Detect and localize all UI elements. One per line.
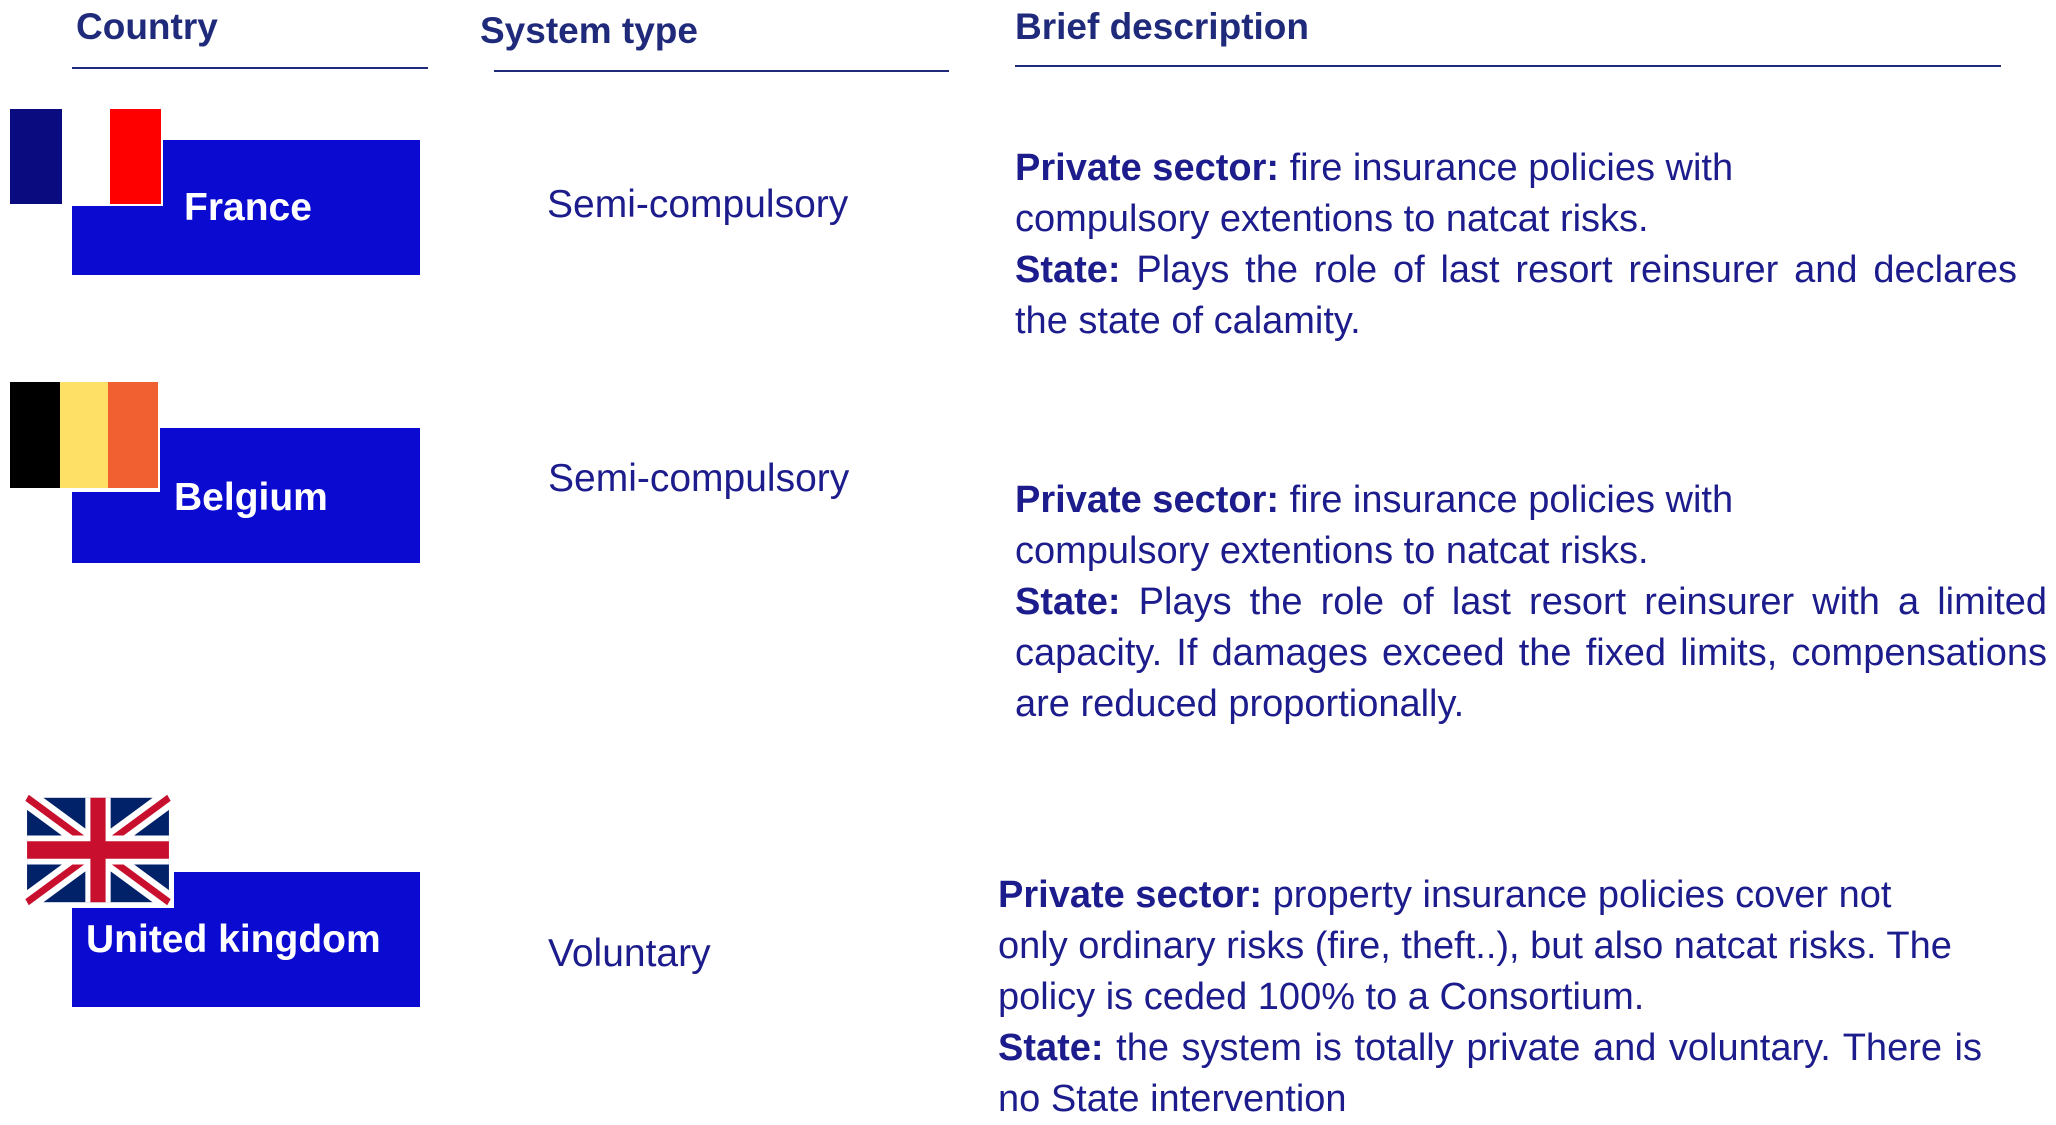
label: Private sector: [998,874,1263,916]
flag-france [8,106,163,206]
description-line: State: Plays the role of last resort rei… [1015,245,2017,347]
label: Private sector: [1015,479,1280,521]
description: Private sector: fire insurance policies … [1015,143,2017,347]
description: Private sector: property insurance polic… [998,870,1982,1125]
label: State: [1015,249,1121,291]
text: property insurance policies cover not on… [998,874,1952,1018]
country-name: United kingdom [86,918,381,961]
header-system-type: System type [480,10,698,51]
header-rule [494,70,949,72]
description: Private sector: fire insurance policies … [1015,475,2047,730]
label: State: [998,1027,1104,1069]
description-line: State: Plays the role of last resort rei… [1015,577,2047,730]
header-description: Brief description [1015,6,1309,47]
header-rule [1015,65,2001,67]
flag-uk [22,792,174,908]
label: State: [1015,581,1121,623]
header-country: Country [76,6,218,47]
country-name: France [184,186,312,229]
text: fire insurance policies with compulsory … [1015,147,1734,240]
text: Plays the role of last resort reinsurer … [1015,249,2017,342]
text: fire insurance policies with compulsory … [1015,479,1734,572]
description-line: Private sector: property insurance polic… [998,870,1958,1023]
system-type: Voluntary [548,932,711,975]
flag-belgium [8,380,160,492]
label: Private sector: [1015,147,1280,189]
description-line: Private sector: fire insurance policies … [1015,475,1845,577]
text: Plays the role of last resort reinsurer … [1015,581,2047,725]
header-rule [72,67,428,69]
text: the system is totally private and volunt… [998,1027,1983,1120]
description-line: State: the system is totally private and… [998,1023,1982,1125]
description-line: Private sector: fire insurance policies … [1015,143,1845,245]
system-type: Semi-compulsory [548,457,850,500]
country-name: Belgium [174,476,328,519]
system-type: Semi-compulsory [547,183,849,226]
